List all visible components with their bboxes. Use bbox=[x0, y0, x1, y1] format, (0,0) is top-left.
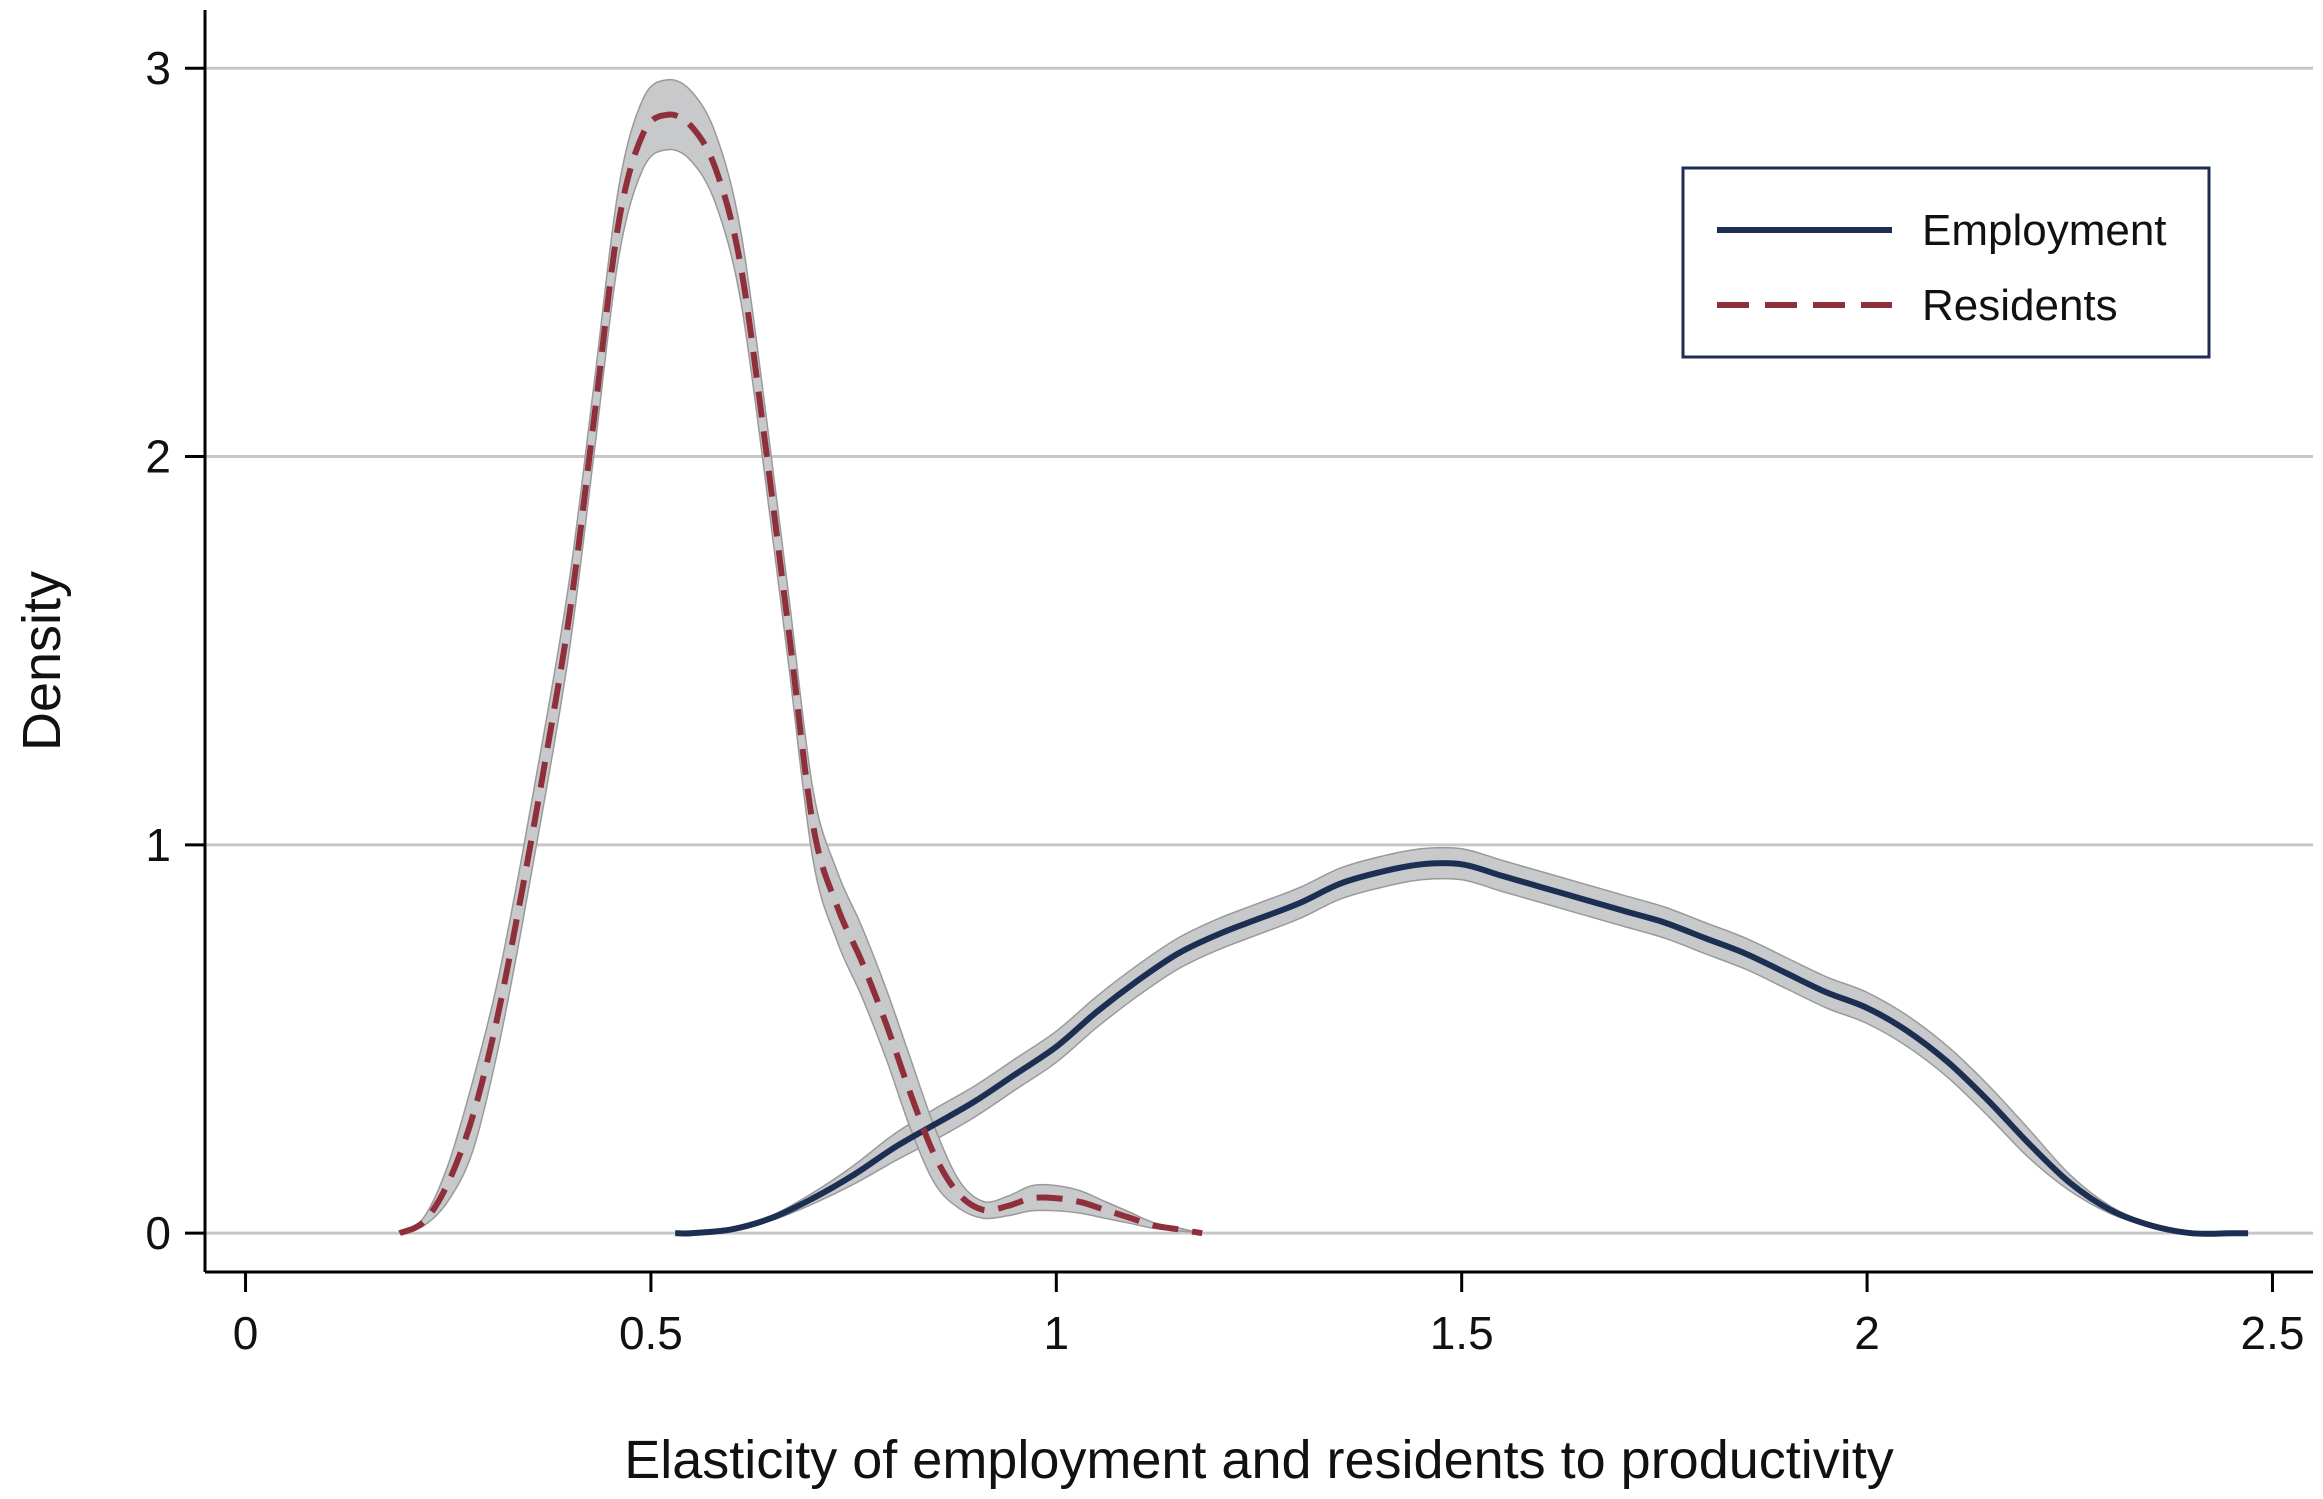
y-tick-label-1: 1 bbox=[145, 819, 171, 871]
grid bbox=[205, 66, 2313, 1235]
legend: Employment Residents bbox=[1681, 166, 2211, 359]
y-tick-label-3: 3 bbox=[145, 42, 171, 94]
x-axis-title: Elasticity of employment and residents t… bbox=[624, 1430, 1894, 1490]
y-tick-label-2: 2 bbox=[145, 431, 171, 483]
x-tick-label-5: 2.5 bbox=[2240, 1307, 2304, 1359]
legend-label-residents: Residents bbox=[1922, 281, 2118, 330]
x-tick-label-3: 1.5 bbox=[1430, 1307, 1494, 1359]
density-lines bbox=[398, 111, 2249, 1237]
axes: 0 1 2 3 0 0.5 1 1.5 2 2.5 bbox=[145, 10, 2313, 1359]
legend-label-employment: Employment bbox=[1922, 206, 2167, 255]
legend-box bbox=[1681, 166, 2211, 359]
x-tick-label-2: 1 bbox=[1044, 1307, 1070, 1359]
y-tick-label-0: 0 bbox=[145, 1207, 171, 1259]
confidence-band-residents bbox=[399, 78, 1203, 1234]
x-tick-label-1: 0.5 bbox=[619, 1307, 683, 1359]
y-axis-title: Density bbox=[12, 571, 72, 751]
density-line-employment bbox=[675, 860, 2249, 1237]
density-line-residents bbox=[398, 111, 1203, 1237]
x-tick-label-0: 0 bbox=[233, 1307, 259, 1359]
confidence-band-employment bbox=[675, 846, 2249, 1235]
x-tick-label-4: 2 bbox=[1854, 1307, 1880, 1359]
